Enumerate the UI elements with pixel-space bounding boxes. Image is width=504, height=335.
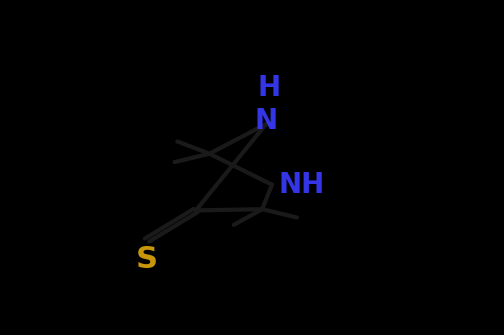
Text: S: S <box>136 245 158 274</box>
Text: NH: NH <box>279 171 325 199</box>
Text: N: N <box>255 108 278 135</box>
Text: H: H <box>257 74 280 102</box>
